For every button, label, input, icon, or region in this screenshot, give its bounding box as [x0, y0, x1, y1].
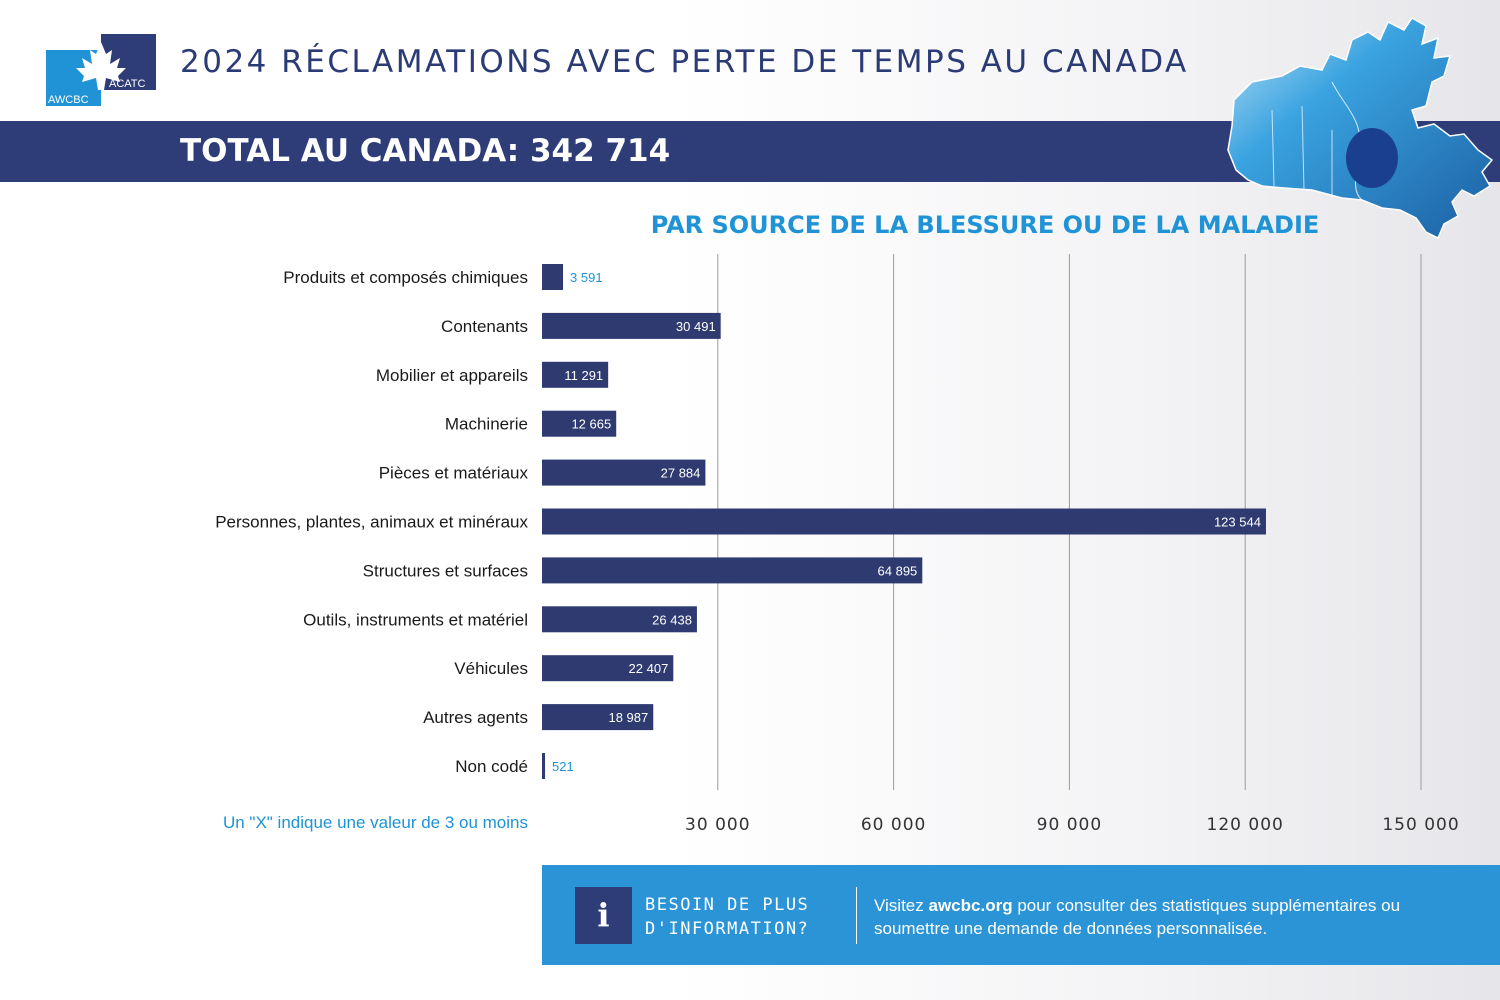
- info-box: i BESOIN DE PLUS D'INFORMATION? Visitez …: [542, 865, 1500, 965]
- bar: [542, 753, 546, 779]
- total-text: TOTAL AU CANADA: 342 714: [180, 133, 671, 169]
- bar: [542, 508, 1266, 535]
- footnote: Un "X" indique une valeur de 3 ou moins: [222, 813, 528, 832]
- bar-value-label: 123 544: [1214, 515, 1261, 530]
- bar: [542, 704, 654, 731]
- logo-text-acatc: ACATC: [109, 78, 146, 90]
- info-divider: [856, 887, 857, 944]
- x-tick-label: 150 000: [1382, 815, 1459, 835]
- category-label: Contenants: [441, 317, 528, 336]
- bar-value-label: 11 291: [564, 368, 603, 383]
- category-label: Machinerie: [445, 415, 528, 434]
- category-labels: Produits et composés chimiques Contenants…: [215, 268, 528, 776]
- x-tick-label: 60 000: [861, 815, 926, 835]
- category-label: Non codé: [455, 757, 528, 776]
- info-text: Visitez awcbc.org pour consulter des sta…: [874, 894, 1464, 940]
- info-heading-line2: D'INFORMATION?: [645, 919, 810, 939]
- bar-value-label: 12 665: [571, 417, 611, 432]
- category-label: Pièces et matériaux: [379, 464, 529, 483]
- x-tick-label: 90 000: [1037, 815, 1102, 835]
- bar: [542, 410, 617, 437]
- bar: [542, 459, 706, 486]
- chart-subtitle: PAR SOURCE DE LA BLESSURE OU DE LA MALAD…: [650, 211, 1320, 239]
- logo-text-awcbc: AWCBC: [48, 94, 89, 106]
- page-title: 2024 RÉCLAMATIONS AVEC PERTE DE TEMPS AU…: [180, 44, 1189, 80]
- category-label: Mobilier et appareils: [376, 366, 528, 385]
- category-label: Autres agents: [423, 708, 528, 727]
- info-text-after: pour consulter des statistiques suppléme…: [874, 896, 1401, 938]
- bar-value-label: 3 591: [570, 270, 603, 285]
- bar: [542, 361, 609, 388]
- bars: 3 591 30 491 11 291 12 665 27 884 123 544 64 8…: [542, 264, 1266, 779]
- category-label: Outils, instruments et matériel: [303, 610, 528, 629]
- x-axis-ticks: 30 000 60 000 90 000 120 000 150 000: [685, 815, 1459, 835]
- bar: [542, 557, 923, 584]
- canada-map-icon: [1227, 17, 1494, 240]
- x-tick-label: 120 000: [1207, 815, 1284, 835]
- bar-value-label: 26 438: [652, 612, 692, 627]
- bar-value-label: 521: [552, 759, 574, 774]
- bar: [542, 606, 697, 633]
- bar-value-label: 22 407: [629, 661, 669, 676]
- category-label: Produits et composés chimiques: [283, 268, 528, 287]
- awcbc-logo: AWCBC ACATC: [46, 34, 156, 106]
- bar-value-label: 27 884: [661, 466, 701, 481]
- bar: [542, 312, 721, 339]
- info-text-before: Visitez: [874, 896, 929, 915]
- bar: [542, 264, 564, 290]
- bar-value-label: 30 491: [676, 319, 716, 334]
- x-tick-label: 30 000: [685, 815, 750, 835]
- info-heading: BESOIN DE PLUS D'INFORMATION?: [645, 893, 850, 941]
- category-label: Véhicules: [454, 659, 528, 678]
- info-icon: i: [575, 887, 632, 944]
- info-heading-line1: BESOIN DE PLUS: [645, 895, 810, 915]
- bar-value-label: 64 895: [878, 563, 918, 578]
- bar: [542, 655, 674, 682]
- info-link[interactable]: awcbc.org: [928, 896, 1013, 915]
- bar-value-label: 18 987: [608, 710, 648, 725]
- category-label: Personnes, plantes, animaux et minéraux: [215, 513, 528, 532]
- category-label: Structures et surfaces: [363, 561, 528, 580]
